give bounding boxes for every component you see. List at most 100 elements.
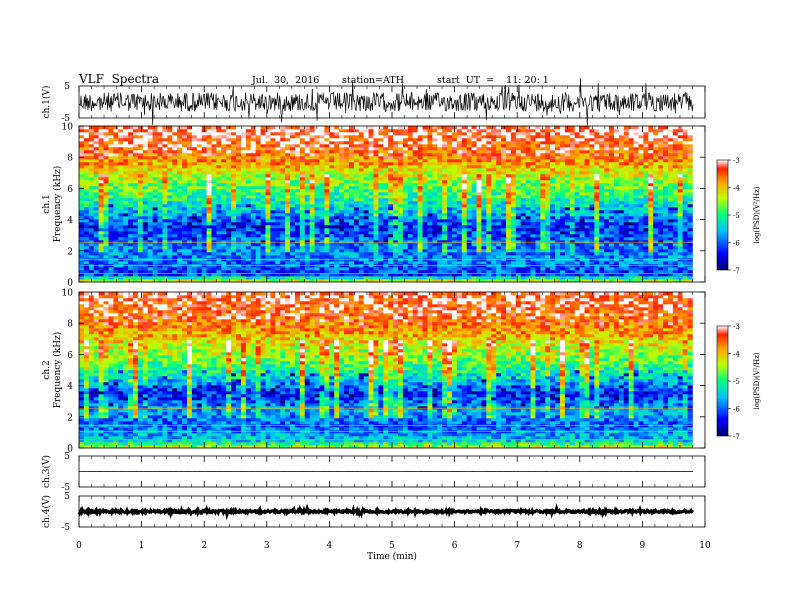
spectro-cell [388,267,394,271]
spectro-cell [368,246,374,250]
spectro-cell [393,153,399,157]
spectro-cell [309,222,315,226]
spectro-cell [191,126,198,130]
spectro-cell [290,252,296,256]
spectro-cell [285,240,291,244]
spectro-cell [255,261,261,265]
spectro-cell [182,168,188,172]
spectro-cell [196,132,202,136]
spectro-cell [368,126,374,130]
spectro-cell [98,249,104,253]
spectro-cell [142,126,149,130]
spectro-cell [339,228,345,232]
spectro-cell [255,243,261,247]
spectro-cell [515,168,522,172]
spectro-cell [206,213,212,217]
spectro-cell [461,195,468,199]
spectro-cell [83,189,90,193]
spectro-cell [123,252,129,256]
spectro-cell [182,162,188,166]
spectro-cell [373,255,379,259]
spectro-cell [452,207,458,211]
spectro-cell [157,177,163,181]
spectro-cell [152,243,158,247]
spectro-cell [368,261,374,265]
spectro-cell [280,210,286,214]
spectro-cell [520,177,526,181]
spectro-cell [270,147,276,151]
spectro-cell [142,249,149,253]
spectro-cell [236,135,242,139]
spectro-cell [216,222,222,226]
spectro-cell [113,237,119,241]
spectro-cell [535,267,541,271]
spectro-cell [339,237,345,241]
spectro-cell [540,129,546,133]
spectro-cell [417,168,423,172]
spectro-cell [520,213,526,217]
spectro-cell [461,192,468,196]
spectro-cell [206,138,212,142]
spectro-cell [172,228,178,232]
spectro-cell [358,273,364,277]
spectro-cell [83,240,90,244]
spectro-cell [206,162,212,166]
spectro-cell [98,246,104,250]
spectro-cell [113,138,119,142]
spectro-cell [496,210,502,214]
spectro-cell [265,204,271,208]
spectro-cell [113,126,119,130]
spectro-cell [540,192,546,196]
spectro-cell [294,162,301,166]
spectro-cell [260,165,266,169]
spectro-cell [530,252,536,256]
spectro-cell [275,225,281,229]
spectro-cell [319,126,325,130]
spectro-cell [368,156,374,160]
spectro-cell [422,243,428,247]
spectro-cell [137,186,144,190]
spectro-cell [530,159,536,163]
spectro-cell [319,237,325,241]
spectro-cell [348,279,355,283]
spectro-cell [378,252,384,256]
spectro-cell [206,177,212,181]
spectro-cell [186,165,193,169]
spectro-cell [442,129,448,133]
spectro-cell [412,279,418,283]
spectro-cell [505,189,512,193]
spectro-cell [388,234,394,238]
spectro-cell [491,249,497,253]
spectro-cell [280,207,286,211]
spectro-cell [137,192,144,196]
spectro-cell [147,132,153,136]
spectro-cell [427,129,433,133]
spectro-cell [476,273,482,277]
spectro-cell [275,144,281,148]
spectro-cell [466,138,472,142]
spectro-cell [378,213,384,217]
spectro-cell [88,207,95,211]
spectro-cell [260,171,266,175]
spectro-cell [530,279,536,283]
spectro-cell [290,168,296,172]
spectro-cell [412,132,418,136]
spectro-cell [476,180,482,184]
spectro-cell [329,129,335,133]
spectro-cell [329,159,335,163]
spectro-cell [88,135,95,139]
spectro-cell [329,228,335,232]
spectro-cell [231,243,237,247]
spectro-cell [461,273,468,277]
spectro-cell [157,225,163,229]
spectro-cell [206,240,212,244]
spectro-cell [280,231,286,235]
spectro-cell [132,150,139,154]
spectro-cell [363,255,369,259]
spectro-cell [304,180,310,184]
spectro-cell [79,204,85,208]
spectro-cell [476,147,482,151]
spectro-cell [162,165,168,169]
spectro-cell [324,126,330,130]
spectro-cell [378,219,384,223]
